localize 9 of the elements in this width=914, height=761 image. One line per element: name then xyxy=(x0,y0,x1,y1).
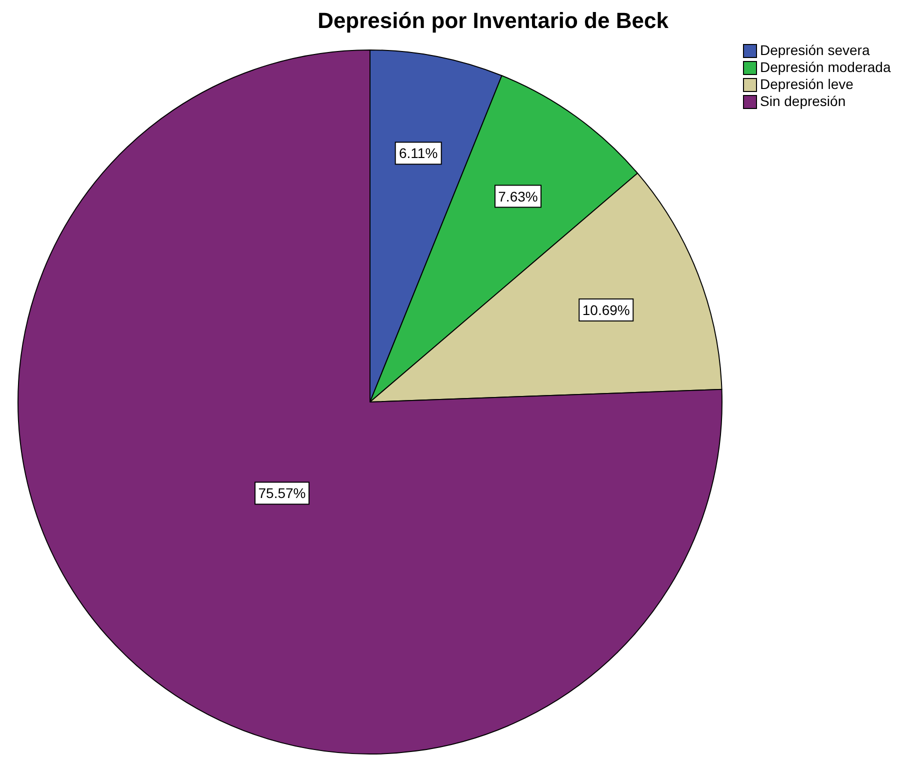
data-label: 10.69% xyxy=(582,302,630,318)
chart-title: Depresión por Inventario de Beck xyxy=(316,8,670,34)
legend-label: Depresión leve xyxy=(760,76,854,93)
legend-label: Depresión severa xyxy=(760,42,870,59)
data-label: 7.63% xyxy=(498,188,538,204)
legend-label: Depresión moderada xyxy=(760,59,891,76)
data-label: 6.11% xyxy=(399,145,438,162)
data-label: 75.57% xyxy=(258,485,306,502)
legend-label: Sin depresión xyxy=(760,93,846,110)
